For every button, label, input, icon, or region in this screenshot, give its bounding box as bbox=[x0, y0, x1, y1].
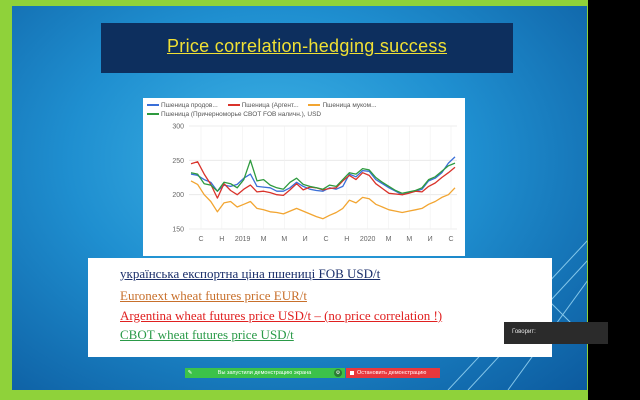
legend-item: Пшеница муком... bbox=[308, 101, 377, 110]
x-tick-label: И bbox=[428, 236, 433, 243]
y-tick-label: 250 bbox=[172, 158, 184, 165]
x-tick-label: С bbox=[448, 236, 453, 243]
y-tick-label: 300 bbox=[172, 124, 184, 131]
y-tick-label: 200 bbox=[172, 192, 184, 199]
y-tick-label: 150 bbox=[172, 227, 184, 234]
text-line-euronext: Euronext wheat futures price EUR/t bbox=[120, 288, 307, 303]
check-icon: ✎ bbox=[187, 370, 193, 376]
presentation-slide: Price correlation-hedging success 300 250… bbox=[12, 6, 588, 390]
slide-title: Price correlation-hedging success bbox=[166, 36, 448, 56]
text-line-cbot: CBOT wheat futures price USD/t bbox=[120, 327, 294, 342]
x-tick-label: 2019 bbox=[235, 236, 251, 243]
chart-legend: Пшеница продов... Пшеница (Аргент... Пше… bbox=[147, 101, 463, 119]
stop-icon bbox=[350, 371, 354, 375]
x-tick-label: М bbox=[281, 236, 287, 243]
x-tick-label: И bbox=[303, 236, 308, 243]
legend-item: Пшеница (Аргент... bbox=[227, 101, 299, 110]
x-tick-label: М bbox=[386, 236, 392, 243]
x-tick-label: С bbox=[323, 236, 328, 243]
legend-item: Пшеница (Причерноморье CBOT FOB наличн.)… bbox=[147, 110, 321, 119]
x-tick-label: Н bbox=[344, 236, 349, 243]
x-tick-label: М bbox=[406, 236, 412, 243]
chart-canvas: 300 250 200 150 С Н 2019 М М И С Н 2020 М М И С bbox=[172, 124, 457, 243]
x-tick-label: 2020 bbox=[360, 236, 376, 243]
speaking-indicator: Говорит: bbox=[504, 322, 608, 344]
share-status-text: Вы запустили демонстрацию экрана bbox=[217, 370, 312, 376]
share-status-bar: ✎ Вы запустили демонстрацию экрана ⚙ bbox=[185, 368, 345, 378]
x-tick-label: С bbox=[198, 236, 203, 243]
price-chart: 300 250 200 150 С Н 2019 М М И С Н 2020 М М И С Пшеница … bbox=[143, 98, 465, 256]
series-line bbox=[190, 180, 456, 220]
title-box: Price correlation-hedging success bbox=[101, 23, 513, 73]
series-line bbox=[190, 159, 456, 194]
x-tick-label: М bbox=[261, 236, 267, 243]
settings-icon[interactable]: ⚙ bbox=[334, 369, 342, 377]
x-tick-label: Н bbox=[219, 236, 224, 243]
legend-item: Пшеница продов... bbox=[147, 101, 218, 110]
text-line-argentina: Argentina wheat futures price USD/t – (n… bbox=[120, 308, 443, 323]
stop-sharing-button[interactable]: Остановить демонстрацию bbox=[346, 368, 440, 378]
text-line-ukraine: українська експортна ціна пшениці FOB US… bbox=[120, 266, 381, 281]
stop-sharing-label: Остановить демонстрацию bbox=[357, 370, 427, 376]
series-line bbox=[190, 161, 456, 199]
legend-text-box: українська експортна ціна пшениці FOB US… bbox=[88, 258, 552, 357]
